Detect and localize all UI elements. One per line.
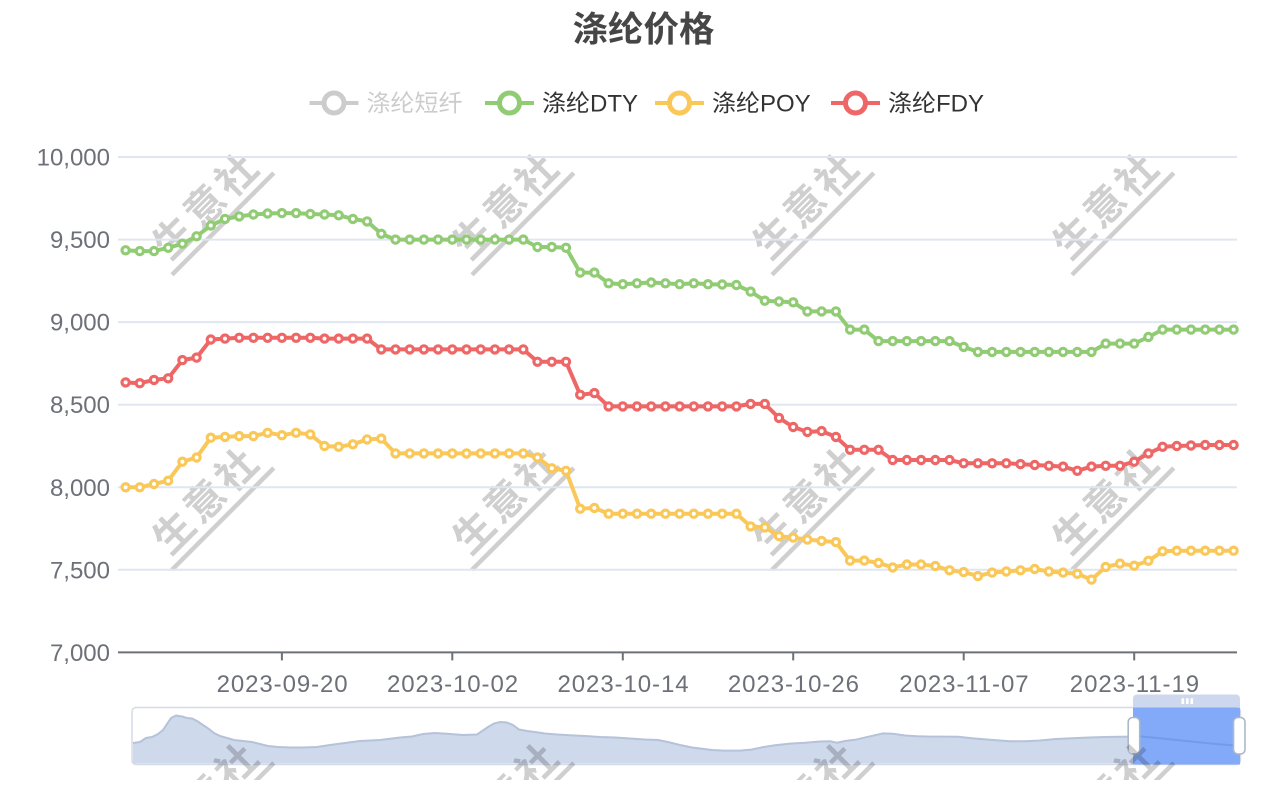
svg-text:9,500: 9,500 (50, 227, 110, 254)
svg-text:8,000: 8,000 (50, 475, 110, 502)
svg-text:FDY: FDY (936, 91, 984, 118)
svg-text:10,000: 10,000 (37, 145, 110, 172)
svg-text:2023-11-19: 2023-11-19 (1070, 671, 1200, 698)
svg-text:2023-10-14: 2023-10-14 (558, 671, 690, 698)
svg-text:9,000: 9,000 (50, 310, 110, 337)
svg-text:2023-10-26: 2023-10-26 (728, 671, 860, 698)
svg-text:POY: POY (760, 91, 811, 118)
svg-text:2023-10-02: 2023-10-02 (387, 671, 519, 698)
svg-text:8,500: 8,500 (50, 392, 110, 419)
svg-text:7,000: 7,000 (50, 640, 110, 667)
svg-text:2023-11-07: 2023-11-07 (899, 671, 1029, 698)
svg-text:2023-09-20: 2023-09-20 (217, 671, 349, 698)
svg-text:DTY: DTY (590, 91, 638, 118)
svg-text:7,500: 7,500 (50, 557, 110, 584)
